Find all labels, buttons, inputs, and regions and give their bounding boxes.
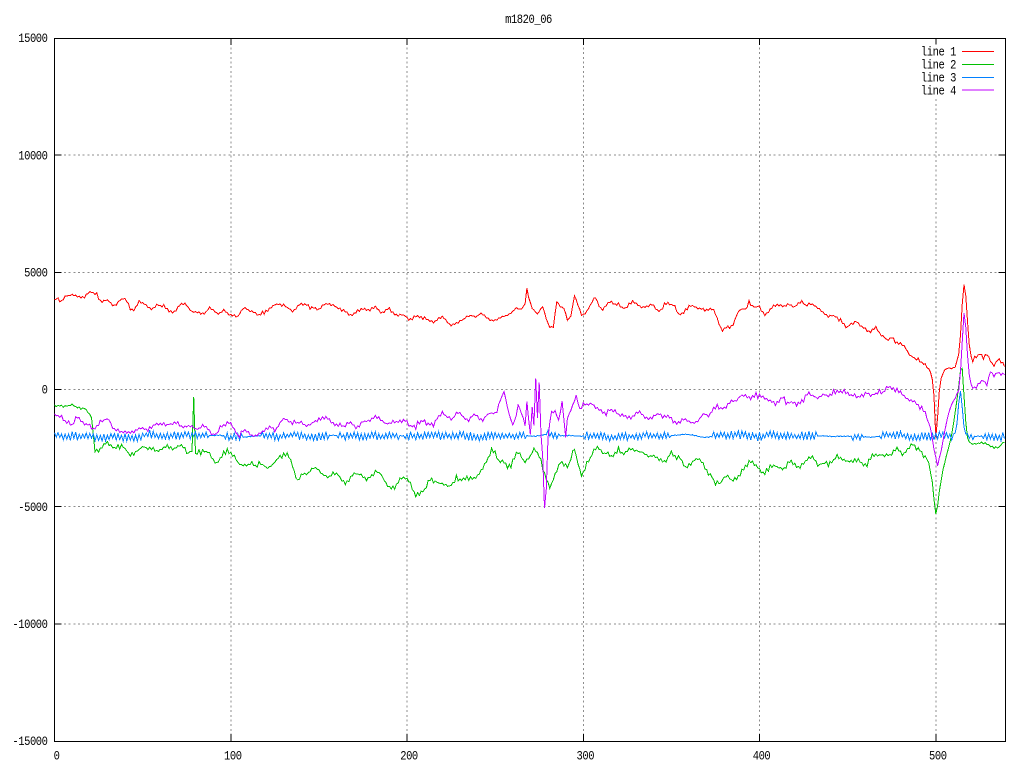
svg-text:200: 200: [400, 748, 418, 763]
svg-text:-10000: -10000: [12, 617, 47, 632]
svg-text:line 2: line 2: [921, 58, 956, 73]
svg-text:-5000: -5000: [18, 500, 48, 515]
svg-text:500: 500: [929, 748, 947, 763]
svg-text:m1820_06: m1820_06: [505, 12, 552, 27]
svg-text:15000: 15000: [18, 31, 48, 46]
svg-text:0: 0: [42, 383, 48, 398]
svg-text:300: 300: [577, 748, 595, 763]
svg-text:5000: 5000: [24, 265, 48, 280]
svg-text:line 1: line 1: [921, 45, 956, 60]
svg-text:line 4: line 4: [921, 83, 956, 98]
svg-text:-15000: -15000: [12, 734, 47, 749]
svg-text:100: 100: [224, 748, 242, 763]
svg-text:0: 0: [54, 748, 60, 763]
svg-text:10000: 10000: [18, 148, 48, 163]
svg-text:line 3: line 3: [921, 70, 956, 85]
svg-text:400: 400: [753, 748, 771, 763]
